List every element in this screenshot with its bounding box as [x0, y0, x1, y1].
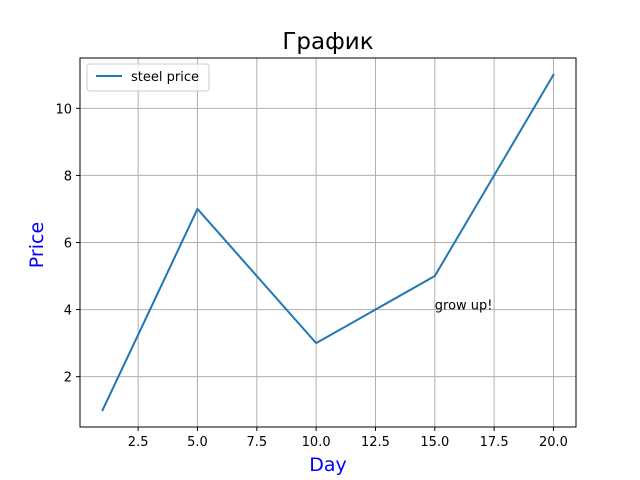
x-tick-label: 20.0 — [539, 435, 568, 450]
x-tick-label: 12.5 — [361, 435, 390, 450]
x-tick-label: 5.0 — [187, 435, 208, 450]
y-tick-label: 2 — [64, 371, 72, 386]
y-tick-label: 10 — [55, 102, 72, 117]
series-layer — [101, 73, 555, 412]
x-tick-label: 17.5 — [480, 435, 509, 450]
y-tick-label: 4 — [64, 304, 72, 319]
legend: steel price — [86, 63, 210, 92]
legend-label-steel-price: steel price — [131, 70, 199, 85]
x-tick-label: 10.0 — [302, 435, 331, 450]
y-axis-label: Price — [26, 222, 48, 268]
x-tick-label: 2.5 — [128, 435, 149, 450]
chart-title: График — [282, 29, 373, 55]
x-axis-label: Day — [309, 454, 347, 476]
x-tick-label: 7.5 — [246, 435, 267, 450]
annotation-grow-up: grow up! — [435, 299, 493, 314]
ticks: 2.5 5.0 7.5 10.0 12.5 15.0 17.5 20.0 2 4 6 8 10 — [55, 102, 567, 450]
x-tick-label: 15.0 — [420, 435, 449, 450]
legend-box — [86, 63, 210, 92]
y-tick-label: 8 — [64, 169, 72, 184]
grid — [80, 58, 576, 427]
series-line-steel-price — [101, 73, 555, 412]
y-tick-label: 6 — [64, 237, 72, 252]
